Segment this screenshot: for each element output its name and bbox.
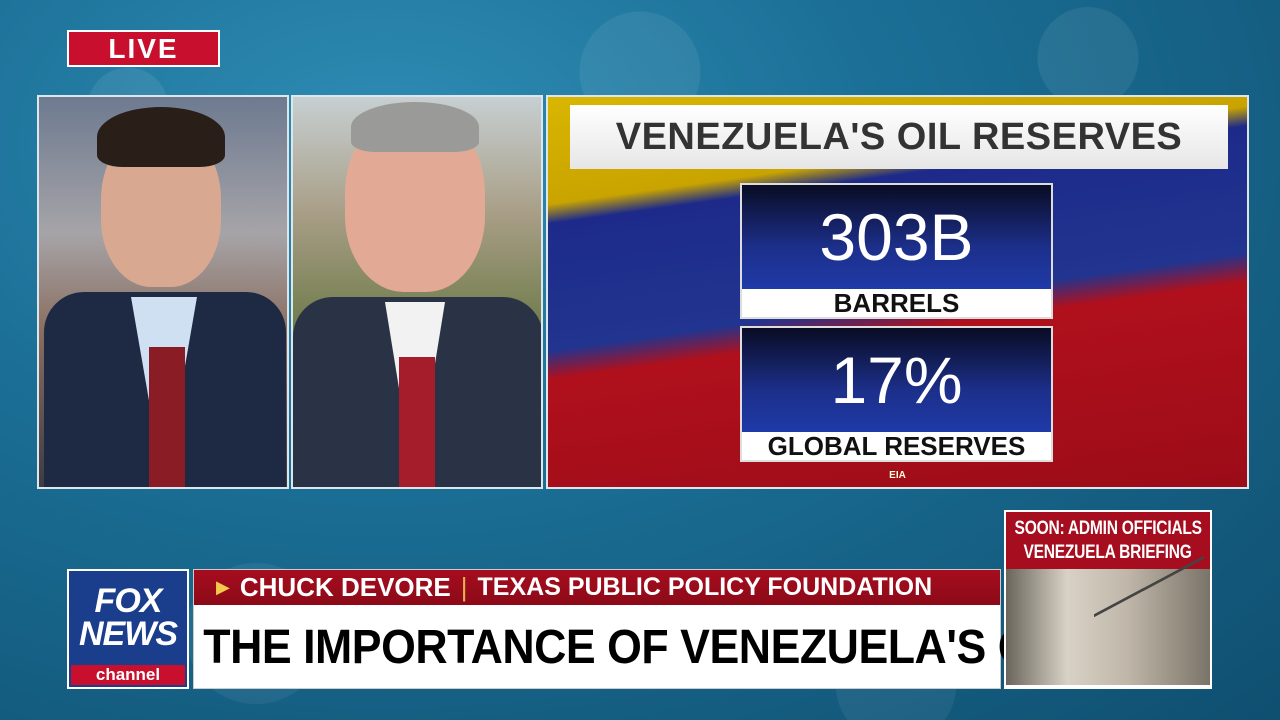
- fox-news-logo: FOX NEWS channel: [67, 569, 189, 689]
- name-bar: ▶ CHUCK DEVORE | TEXAS PUBLIC POLICY FOU…: [194, 570, 1000, 605]
- stat-label: BARRELS: [742, 288, 1051, 318]
- guest-tie: [399, 357, 435, 487]
- upcoming-segment-box: SOON: ADMIN OFFICIALS VENEZUELA BRIEFING: [1004, 510, 1212, 695]
- source-credit: EIA: [889, 470, 906, 481]
- host-tie: [149, 347, 185, 487]
- stat-label: GLOBAL RESERVES: [742, 431, 1051, 461]
- upcoming-title: SOON: ADMIN OFFICIALS VENEZUELA BRIEFING: [1006, 512, 1210, 569]
- lower-third: ▶ CHUCK DEVORE | TEXAS PUBLIC POLICY FOU…: [193, 569, 1071, 689]
- logo-sub: channel: [71, 665, 185, 685]
- play-triangle-icon: ▶: [216, 577, 230, 597]
- stat-global-reserves: 17% GLOBAL RESERVES: [740, 326, 1053, 462]
- graphic-title: VENEZUELA'S OIL RESERVES: [570, 105, 1228, 169]
- divider: |: [460, 572, 468, 602]
- stat-value: 17%: [742, 328, 1051, 432]
- staircase: [1094, 555, 1204, 695]
- host-hair: [97, 107, 225, 167]
- headline: THE IMPORTANCE OF VENEZUELA'S OIL: [203, 620, 1071, 674]
- logo-text: FOX NEWS: [79, 582, 178, 653]
- guest-affiliation: TEXAS PUBLIC POLICY FOUNDATION: [477, 573, 933, 601]
- guest-hair: [351, 102, 479, 152]
- live-badge: LIVE: [67, 30, 220, 67]
- guest-name: CHUCK DEVORE: [239, 572, 451, 602]
- briefing-room-image: [1006, 555, 1210, 695]
- video-feed-guest: [291, 95, 543, 489]
- stat-barrels: 303B BARRELS: [740, 183, 1053, 319]
- upcoming-line1: SOON: ADMIN OFFICIALS: [1014, 517, 1202, 539]
- video-feed-host: [37, 95, 289, 489]
- upcoming-line2: VENEZUELA BRIEFING: [1023, 541, 1193, 563]
- oil-reserves-graphic: VENEZUELA'S OIL RESERVES 303B BARRELS 17…: [546, 95, 1249, 489]
- stat-value: 303B: [742, 185, 1051, 289]
